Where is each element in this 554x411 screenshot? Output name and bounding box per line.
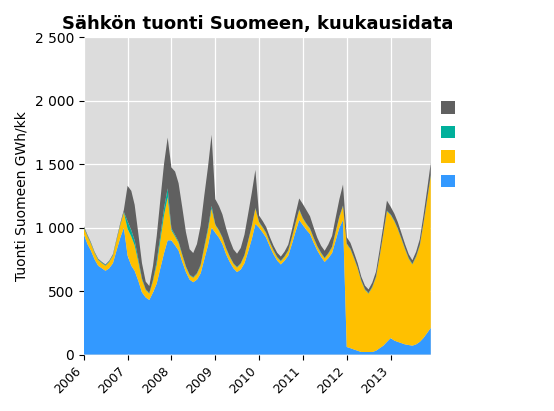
- Y-axis label: Tuonti Suomeen GWh/kk: Tuonti Suomeen GWh/kk: [15, 111, 29, 281]
- Title: Sähkön tuonti Suomeen, kuukausidata: Sähkön tuonti Suomeen, kuukausidata: [61, 15, 453, 33]
- Legend: , , , : , , ,: [441, 102, 466, 189]
